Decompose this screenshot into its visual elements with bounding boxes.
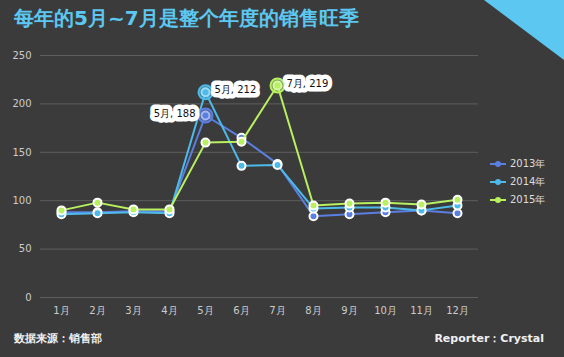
svg-text:2月: 2月 <box>89 305 105 316</box>
svg-text:250: 250 <box>12 50 31 61</box>
svg-text:7月: 7月 <box>269 305 285 316</box>
svg-text:200: 200 <box>12 98 31 109</box>
svg-text:50: 50 <box>19 243 32 254</box>
svg-text:1月: 1月 <box>53 305 69 316</box>
svg-text:4月: 4月 <box>161 305 177 316</box>
html-text:数据来源：销售部: 数据来源：销售部 <box>14 332 102 345</box>
svg-text:5月: 5月 <box>197 305 213 316</box>
svg-text:150: 150 <box>12 147 31 158</box>
svg-text:100: 100 <box>12 195 31 206</box>
svg-text:10月: 10月 <box>374 305 397 316</box>
svg-text:7月, 219: 7月, 219 <box>287 78 329 89</box>
svg-text:5月, 212: 5月, 212 <box>215 84 257 95</box>
html-text:每年的5月~7月是整个年度的销售旺季: 每年的5月~7月是整个年度的销售旺季 <box>14 6 359 30</box>
svg-text:6月: 6月 <box>233 305 249 316</box>
svg-text:9月: 9月 <box>341 305 357 316</box>
html-text:2013年: 2013年 <box>510 158 546 169</box>
html-text:2014年: 2014年 <box>510 176 546 187</box>
svg-text:12月: 12月 <box>446 305 469 316</box>
html-text:2015年: 2015年 <box>510 194 546 205</box>
svg-text:3月: 3月 <box>125 305 141 316</box>
svg-text:11月: 11月 <box>410 305 433 316</box>
svg-text:8月: 8月 <box>305 305 321 316</box>
svg-text:0: 0 <box>25 292 31 303</box>
svg-text:5月, 188: 5月, 188 <box>154 108 196 119</box>
html-text:Reporter：Crystal: Reporter：Crystal <box>434 332 544 345</box>
